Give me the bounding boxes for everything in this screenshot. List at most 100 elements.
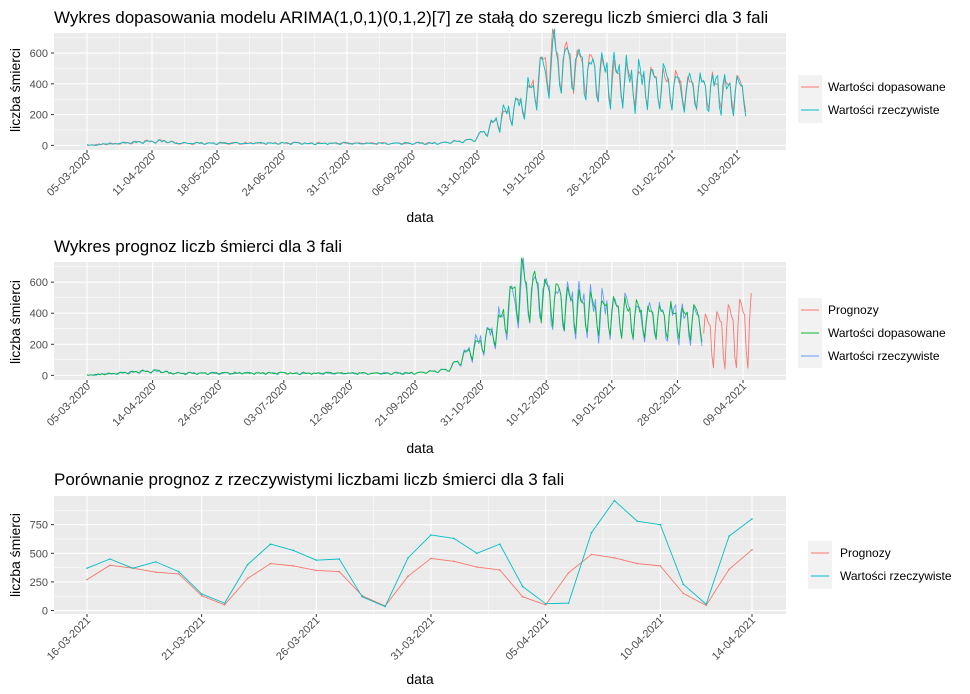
data-point: [659, 565, 662, 567]
x-tick-label: 10-12-2020: [504, 381, 552, 429]
y-tick-label: 500: [30, 548, 48, 560]
data-point: [590, 531, 593, 534]
data-point: [613, 557, 616, 559]
data-point: [384, 605, 386, 608]
data-point: [269, 543, 272, 545]
legend-label: Wartości rzeczywiste: [828, 349, 940, 363]
chart-title: Wykres dopasowania modelu ARIMA(1,0,1)(0…: [54, 8, 768, 27]
data-point: [590, 553, 593, 556]
data-point: [636, 562, 639, 565]
data-point: [728, 535, 730, 537]
data-point: [292, 565, 295, 567]
data-point: [498, 543, 501, 545]
data-point: [682, 592, 685, 595]
y-ticks: 0 200 400 600: [30, 277, 54, 382]
data-point: [544, 602, 547, 605]
data-point: [109, 558, 111, 560]
data-point: [246, 577, 249, 580]
x-tick-label: 31-03-2021: [389, 615, 437, 663]
series-line: [703, 293, 752, 370]
data-point: [407, 557, 409, 559]
data-point: [132, 567, 134, 569]
data-point: [567, 602, 570, 604]
data-point: [567, 571, 570, 574]
data-point: [86, 567, 88, 569]
y-tick-label: 400: [30, 308, 48, 320]
x-tick-label: 10-04-2021: [618, 615, 666, 663]
data-point: [453, 560, 455, 563]
y-tick-label: 0: [42, 606, 48, 618]
data-point: [223, 602, 226, 604]
data-point: [682, 583, 685, 586]
series-line: [86, 549, 753, 607]
data-point: [315, 569, 318, 572]
plot-background: [54, 496, 786, 614]
y-tick-label: 0: [42, 370, 48, 382]
series-line: [86, 500, 753, 607]
x-tick-label: 06-09-2020: [370, 151, 418, 199]
y-ticks: 0 200 400 600: [30, 48, 54, 152]
legend: Prognozy Wartości dopasowane Wartości rzec…: [798, 298, 946, 368]
x-ticks: 05-03-2020 14-04-2020 24-05-2020 03-07-2020…: [45, 380, 749, 429]
x-axis-label: data: [406, 209, 433, 225]
y-tick-label: 750: [30, 520, 48, 532]
chart-panel-fit: Wykres dopasowania modelu ARIMA(1,0,1)(0…: [7, 8, 946, 225]
y-tick-label: 0: [42, 140, 48, 152]
legend-key-background: [798, 75, 822, 123]
series-lines: [86, 499, 753, 608]
x-tick-label: 16-03-2021: [45, 615, 93, 663]
x-tick-label: 31-10-2020: [438, 381, 486, 429]
x-tick-label: 26-12-2020: [565, 151, 613, 199]
x-tick-label: 31-07-2020: [305, 151, 353, 199]
data-point: [613, 499, 616, 502]
legend-label: Wartości rzeczywiste: [840, 569, 952, 583]
x-tick-label: 05-04-2021: [503, 615, 551, 663]
grid-major: [54, 496, 786, 614]
data-point: [200, 593, 203, 595]
x-ticks: 05-03-2020 11-04-2020 18-05-2020 24-06-2020…: [45, 150, 743, 199]
y-tick-label: 250: [30, 577, 48, 589]
legend-label: Wartości dopasowane: [828, 326, 946, 340]
data-point: [86, 578, 88, 581]
x-tick-label: 19-01-2021: [570, 381, 618, 429]
data-point: [246, 563, 249, 566]
data-point: [728, 568, 730, 571]
x-tick-label: 19-11-2020: [500, 151, 548, 199]
data-point: [453, 537, 455, 540]
series-line: [86, 28, 747, 146]
x-tick-label: 05-03-2020: [45, 151, 93, 199]
y-tick-label: 400: [30, 79, 48, 91]
data-point: [223, 604, 226, 606]
data-point: [751, 549, 753, 551]
data-point: [154, 571, 157, 573]
data-point: [269, 562, 272, 565]
legend-label: Wartości rzeczywiste: [828, 103, 940, 117]
x-tick-label: 09-04-2021: [701, 381, 749, 429]
y-tick-label: 200: [30, 110, 48, 122]
legend: Wartości dopasowane Wartości rzeczywiste: [798, 75, 946, 123]
x-tick-label: 21-09-2020: [373, 381, 421, 429]
data-point: [292, 549, 295, 552]
data-point: [659, 523, 662, 526]
data-point: [338, 570, 341, 573]
data-point: [544, 604, 547, 606]
data-point: [521, 596, 524, 598]
data-point: [636, 520, 639, 523]
legend-label: Prognozy: [828, 303, 879, 317]
legend-label: Wartości dopasowane: [828, 80, 946, 94]
x-axis-label: data: [406, 671, 433, 687]
x-tick-label: 05-03-2020: [45, 381, 93, 429]
x-tick-label: 21-03-2021: [159, 615, 207, 663]
x-tick-label: 26-03-2021: [274, 615, 322, 663]
y-axis-label: liczba śmierci: [7, 48, 23, 132]
data-point: [154, 561, 157, 563]
legend-key-background: [808, 541, 832, 589]
x-tick-label: 13-10-2020: [435, 151, 483, 199]
chart-title: Wykres prognoz liczb śmierci dla 3 fali: [54, 237, 342, 256]
x-tick-label: 01-02-2021: [630, 151, 678, 199]
data-point: [521, 585, 524, 588]
series-line: [86, 257, 703, 376]
x-tick-label: 28-02-2021: [635, 381, 683, 429]
data-point: [109, 564, 111, 567]
chart-title: Porównanie prognoz z rzeczywistymi liczb…: [54, 470, 564, 489]
